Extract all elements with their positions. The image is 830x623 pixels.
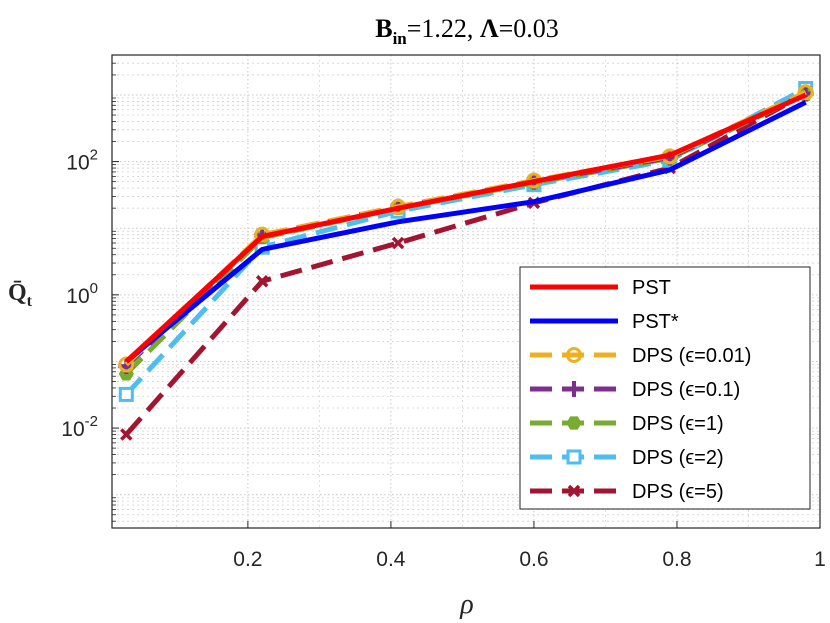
legend-item: DPS (ϵ=0.1) xyxy=(530,379,740,401)
series-line xyxy=(124,91,807,437)
legend-item: DPS (ϵ=5) xyxy=(530,481,724,503)
y-tick-label: 100 xyxy=(66,280,98,308)
legend-swatch-marker xyxy=(566,381,582,397)
legend-item: DPS (ϵ=1) xyxy=(530,413,724,435)
legend-label: DPS (ϵ=5) xyxy=(632,481,724,503)
y-tick-label: 10-2 xyxy=(61,413,98,441)
data-point xyxy=(118,356,135,373)
legend-swatch-marker xyxy=(566,449,582,465)
data-point xyxy=(118,386,134,402)
legend-item: DPS (ϵ=0.01) xyxy=(530,345,751,367)
data-point xyxy=(797,84,814,101)
series-line xyxy=(124,92,807,364)
legend-item: PST* xyxy=(530,311,679,333)
series-0 xyxy=(124,92,807,364)
legend-swatch-marker xyxy=(566,347,582,363)
legend-item: DPS (ϵ=2) xyxy=(530,447,724,469)
chart-title: Bin=1.22, Λ=0.03 xyxy=(375,14,559,48)
ticks: 0.2 0.4 0.6 0.8 1 10-2 100 102 xyxy=(61,62,826,571)
x-tick-label: 0.2 xyxy=(233,548,262,571)
x-tick-label: 0.6 xyxy=(519,548,548,571)
legend-label: DPS (ϵ=0.1) xyxy=(632,379,740,401)
series-1 xyxy=(124,99,807,364)
legend-label: DPS (ϵ=0.01) xyxy=(632,345,751,367)
legend-swatch-marker xyxy=(566,416,582,430)
axes-box xyxy=(111,54,821,529)
x-tick-label: 0.8 xyxy=(662,548,691,571)
data-point xyxy=(391,236,405,250)
legend-swatch-marker xyxy=(567,484,581,498)
legend: PST PST* DPS (ϵ=0.01) DPS (ϵ=0.1) DPS (ϵ=1) D… xyxy=(519,266,811,510)
x-axis-label: ρ xyxy=(459,589,473,620)
series-line xyxy=(124,99,807,364)
x-tick-label: 0.4 xyxy=(376,548,406,571)
series-layer xyxy=(118,81,814,441)
data-point xyxy=(120,428,133,441)
legend-item: PST xyxy=(530,277,671,299)
legend-label: DPS (ϵ=1) xyxy=(632,413,724,435)
y-axis-label: Q̄t xyxy=(8,280,33,310)
y-tick-label: 102 xyxy=(66,147,98,175)
data-point xyxy=(255,274,269,288)
legend-label: PST* xyxy=(632,311,679,333)
legend-label: PST xyxy=(632,277,671,299)
x-tick-label: 1 xyxy=(814,548,826,571)
legend-label: DPS (ϵ=2) xyxy=(632,447,724,469)
